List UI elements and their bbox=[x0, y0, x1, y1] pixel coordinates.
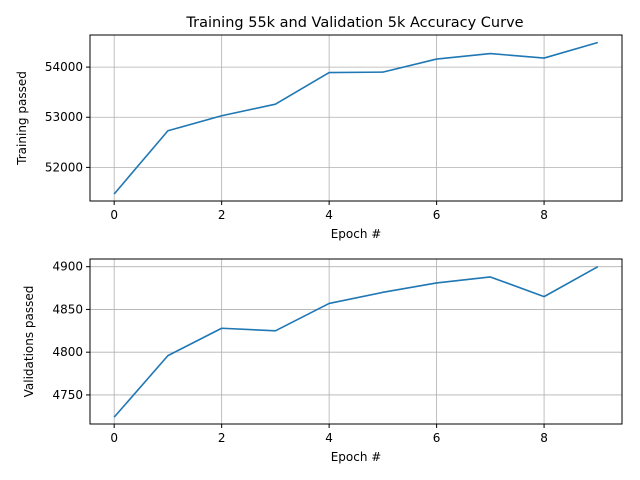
training-plot: 0 2 4 6 8 52000 53000 54000 Epoch # Training pass… bbox=[15, 34, 623, 241]
figure-title: Training 55k and Validation 5k Accuracy … bbox=[185, 15, 523, 31]
validation-xtick-label: 4 bbox=[325, 431, 333, 445]
validation-yaxis-label: Validations passed bbox=[22, 286, 36, 398]
validation-xtick-label: 6 bbox=[433, 431, 441, 445]
training-xtick-label: 2 bbox=[218, 208, 226, 222]
training-xtick-label: 6 bbox=[433, 208, 441, 222]
training-ytick-label: 54000 bbox=[45, 60, 83, 74]
validation-xtick-label: 8 bbox=[540, 431, 548, 445]
validation-plot: 0 2 4 6 8 4750 4800 4850 4900 Epoch # Validations … bbox=[22, 258, 623, 464]
training-series-line bbox=[113, 41, 599, 195]
training-ytick-label: 52000 bbox=[45, 160, 83, 174]
validation-ytick-label: 4800 bbox=[52, 345, 83, 359]
training-xtick-label: 8 bbox=[540, 208, 548, 222]
training-xtick-label: 4 bbox=[325, 208, 333, 222]
validation-ytick-label: 4750 bbox=[52, 388, 83, 402]
validation-axes-frame bbox=[89, 258, 623, 425]
validation-xtick-label: 0 bbox=[110, 431, 118, 445]
training-yaxis-label: Training passed bbox=[15, 71, 29, 166]
validation-xtick-label: 2 bbox=[218, 431, 226, 445]
validation-ytick-label: 4900 bbox=[52, 260, 83, 274]
training-ytick-label: 53000 bbox=[45, 110, 83, 124]
training-xaxis-label: Epoch # bbox=[331, 227, 382, 241]
training-xtick-label: 0 bbox=[110, 208, 118, 222]
training-axes-frame bbox=[89, 34, 623, 202]
charts-container: 0 2 4 6 8 52000 53000 54000 Epoch # Training pass… bbox=[15, 34, 623, 464]
validation-ytick-label: 4850 bbox=[52, 302, 83, 316]
validation-series-line bbox=[113, 265, 599, 418]
validation-xaxis-label: Epoch # bbox=[331, 450, 382, 464]
